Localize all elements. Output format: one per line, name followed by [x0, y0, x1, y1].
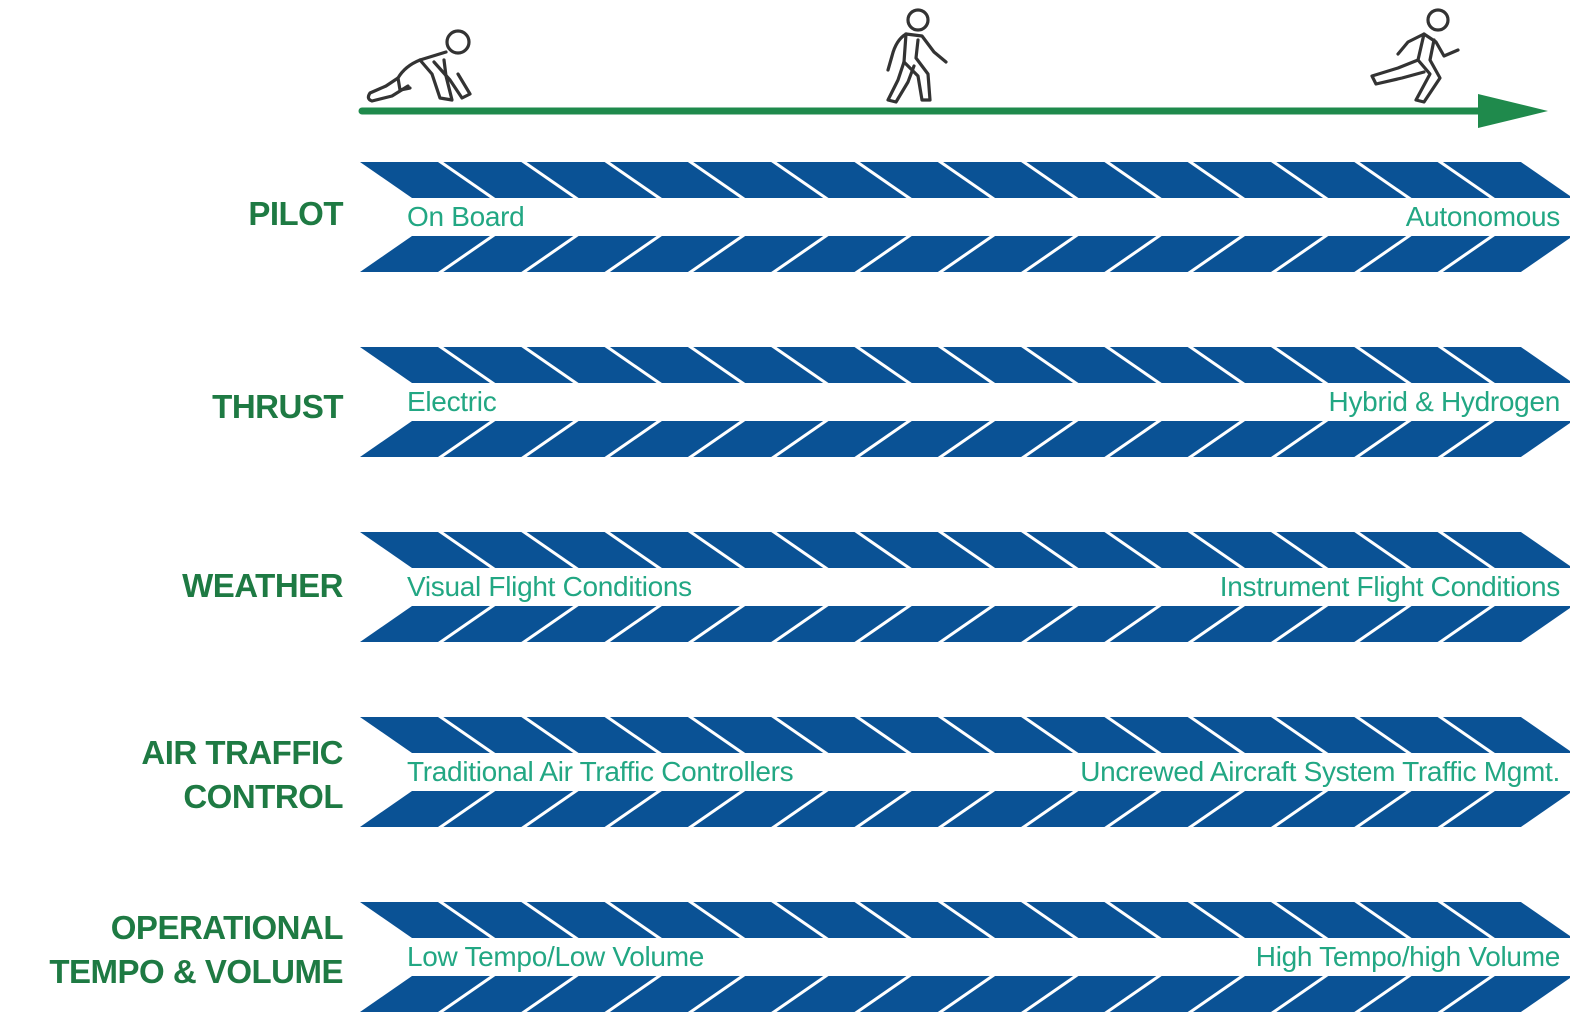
- end-state-label: Autonomous: [1406, 200, 1560, 234]
- row-operational-tempo-volume: OPERATIONAL TEMPO & VOLUME Low Tempo/Low V…: [0, 900, 1593, 1016]
- row-label: AIR TRAFFIC CONTROL: [3, 731, 343, 819]
- row-label-line: OPERATIONAL: [3, 906, 343, 950]
- start-state-label: Traditional Air Traffic Controllers: [407, 755, 793, 789]
- start-state-label: Visual Flight Conditions: [407, 570, 692, 604]
- row-label: THRUST: [3, 385, 343, 429]
- row-label-line: CONTROL: [3, 775, 343, 819]
- end-state-label: Instrument Flight Conditions: [1220, 570, 1560, 604]
- row-weather: WEATHER Visual Flight Conditions Instrumen…: [0, 530, 1593, 646]
- walking-person-icon: [888, 10, 946, 102]
- progress-header: [0, 0, 1593, 140]
- end-state-label: High Tempo/high Volume: [1256, 940, 1560, 974]
- crawling-person-icon: [368, 31, 470, 101]
- chevron-band: [360, 160, 1570, 276]
- row-thrust: THRUST Electric Hybrid & Hydrogen: [0, 345, 1593, 461]
- row-label-line: WEATHER: [3, 564, 343, 608]
- progress-arrow: [362, 94, 1548, 128]
- row-label: OPERATIONAL TEMPO & VOLUME: [3, 906, 343, 994]
- row-label-line: PILOT: [3, 192, 343, 236]
- start-state-label: Low Tempo/Low Volume: [407, 940, 704, 974]
- end-state-label: Hybrid & Hydrogen: [1329, 385, 1560, 419]
- row-air-traffic-control: AIR TRAFFIC CONTROL Traditional Air Traffi…: [0, 715, 1593, 831]
- start-state-label: Electric: [407, 385, 496, 419]
- row-label-line: THRUST: [3, 385, 343, 429]
- row-pilot: PILOT On Board Autonomous: [0, 160, 1593, 276]
- running-person-icon: [1372, 10, 1458, 102]
- end-state-label: Uncrewed Aircraft System Traffic Mgmt.: [1080, 755, 1560, 789]
- row-label-line: TEMPO & VOLUME: [3, 950, 343, 994]
- start-state-label: On Board: [407, 200, 524, 234]
- row-label-line: AIR TRAFFIC: [3, 731, 343, 775]
- row-label: PILOT: [3, 192, 343, 236]
- row-label: WEATHER: [3, 564, 343, 608]
